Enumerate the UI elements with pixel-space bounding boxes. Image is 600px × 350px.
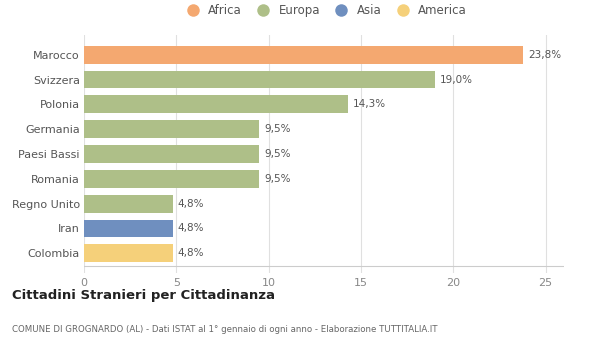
Text: 4,8%: 4,8% (177, 198, 204, 209)
Bar (84, 244, 173, 262)
Text: 9,5%: 9,5% (264, 149, 290, 159)
Bar (84, 145, 259, 163)
Text: 23,8%: 23,8% (528, 50, 561, 60)
Text: COMUNE DI GROGNARDO (AL) - Dati ISTAT al 1° gennaio di ogni anno - Elaborazione : COMUNE DI GROGNARDO (AL) - Dati ISTAT al… (12, 326, 437, 335)
Bar (84, 96, 348, 113)
Text: 4,8%: 4,8% (177, 248, 204, 258)
Text: Cittadini Stranieri per Cittadinanza: Cittadini Stranieri per Cittadinanza (12, 289, 275, 302)
Legend: Africa, Europa, Asia, America: Africa, Europa, Asia, America (181, 4, 467, 17)
Text: 9,5%: 9,5% (264, 124, 290, 134)
Bar (84, 71, 435, 89)
Text: 4,8%: 4,8% (177, 223, 204, 233)
Bar (84, 46, 523, 64)
Bar (84, 120, 259, 138)
Text: 14,3%: 14,3% (353, 99, 386, 110)
Bar (84, 170, 259, 188)
Text: 19,0%: 19,0% (439, 75, 472, 85)
Bar (84, 219, 173, 237)
Text: 9,5%: 9,5% (264, 174, 290, 184)
Bar (84, 195, 173, 212)
